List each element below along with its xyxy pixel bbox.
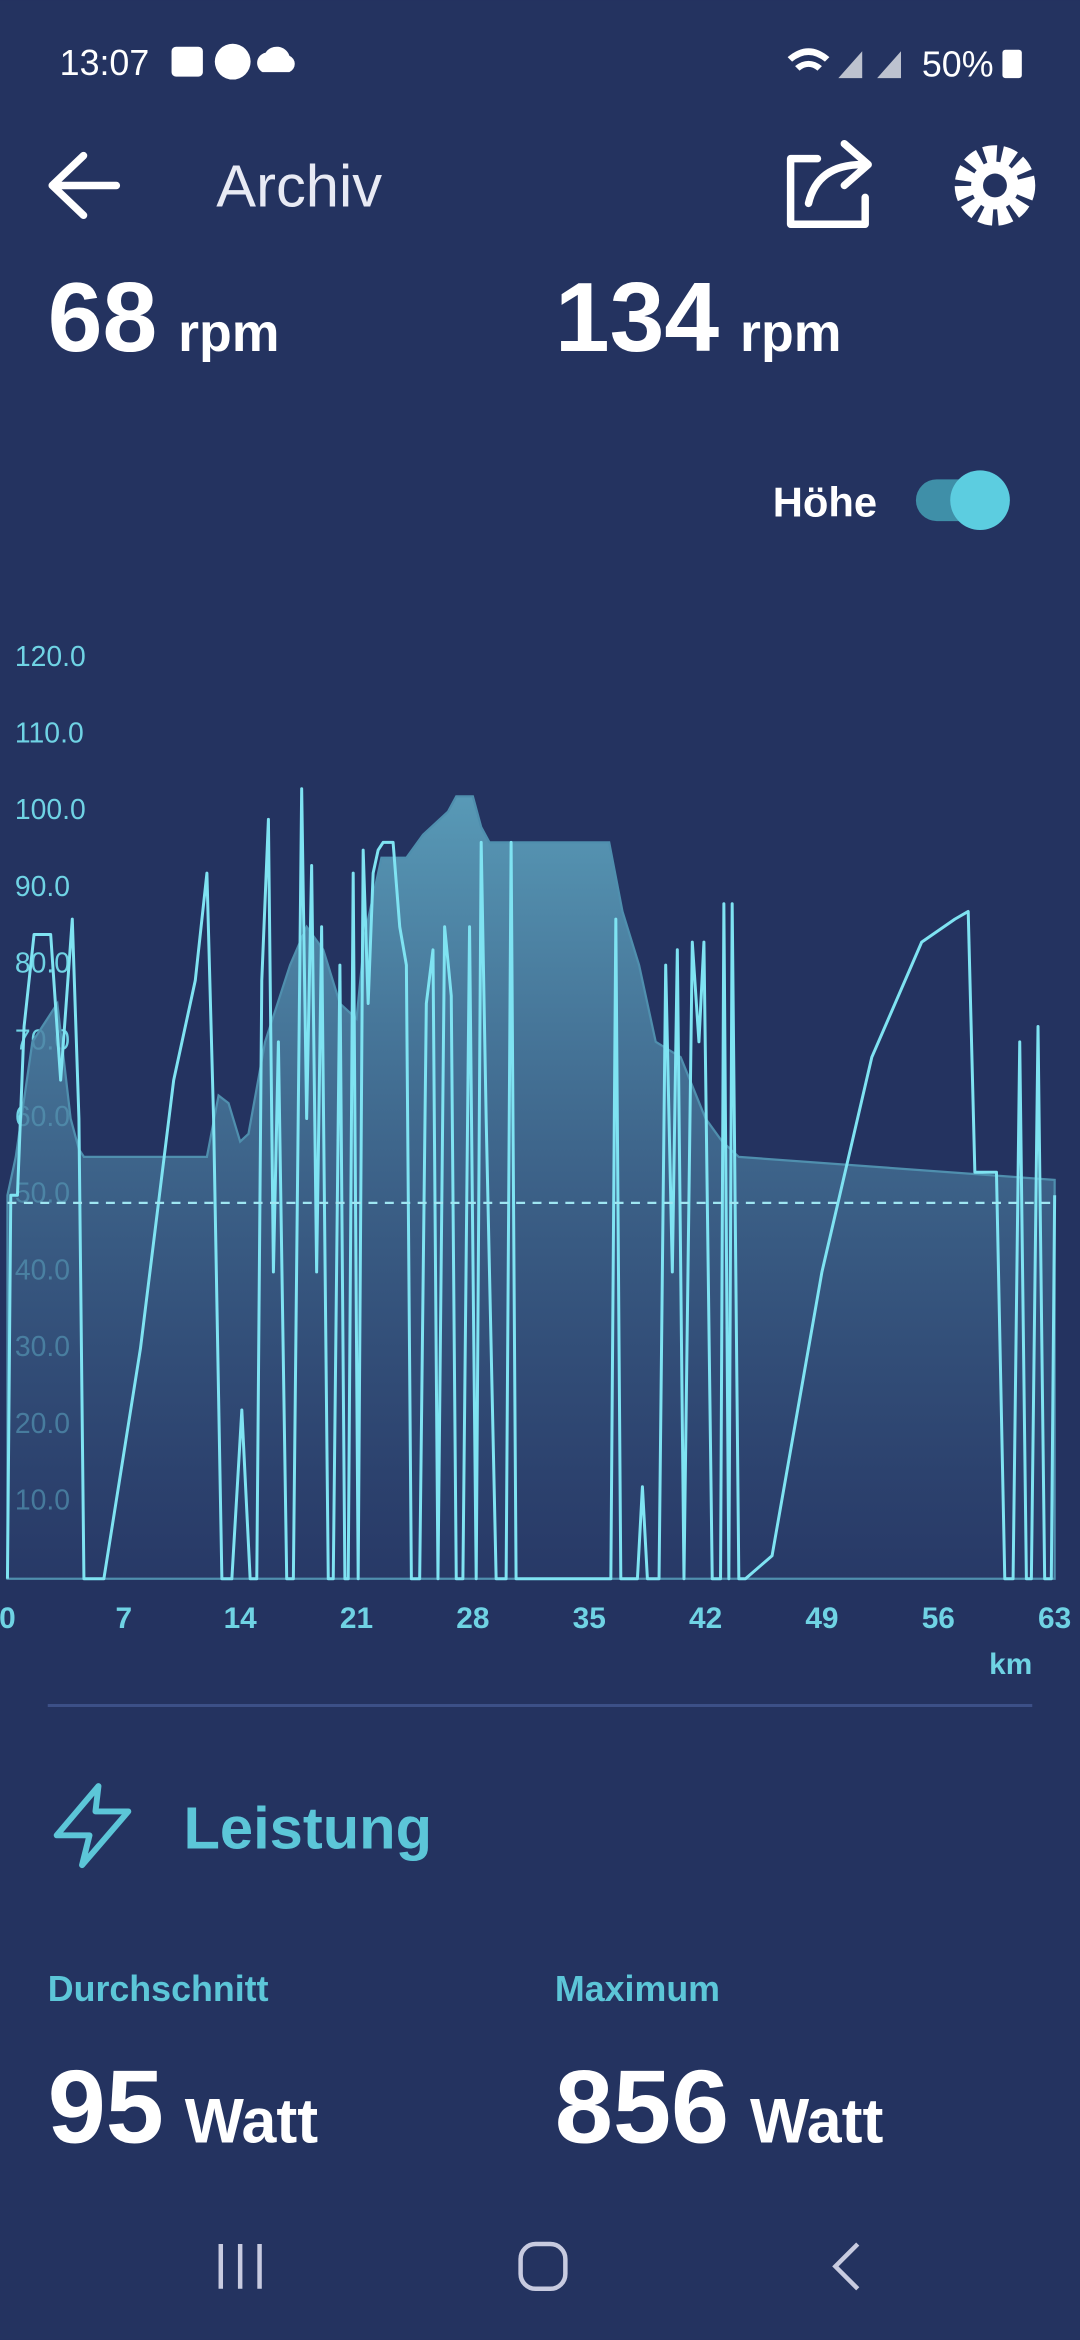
section-title: Leistung — [183, 1795, 432, 1862]
x-tick-label: 49 — [805, 1602, 838, 1635]
metric-value: 856 — [555, 2049, 729, 2166]
y-tick-label: 80.0 — [15, 948, 70, 980]
metric: 856 Watt — [555, 2049, 884, 2166]
stat: 134 rpm — [555, 262, 842, 372]
status-battery: 50% — [922, 45, 994, 85]
y-tick-label: 110.0 — [15, 718, 84, 750]
toggle-knob — [950, 470, 1010, 531]
x-tick-label: 7 — [116, 1602, 133, 1635]
x-tick-label: 21 — [340, 1602, 373, 1635]
metric: 95 Watt — [48, 2049, 319, 2166]
stat-unit: rpm — [178, 303, 279, 363]
y-tick-label: 90.0 — [15, 871, 70, 903]
x-tick-label: 14 — [224, 1602, 258, 1635]
stat-value: 68 — [48, 262, 158, 372]
metric-label: Durchschnitt — [48, 1969, 269, 2009]
x-tick-label: 28 — [456, 1602, 489, 1635]
status-icons — [171, 43, 1022, 80]
toggle-label: Höhe — [773, 479, 877, 526]
nav-back[interactable] — [832, 2242, 860, 2291]
y-tick-label: 120.0 — [15, 641, 86, 673]
metric-unit: Watt — [185, 2087, 318, 2157]
chart: 10.020.030.040.050.060.070.080.090.0100.… — [0, 641, 1071, 1681]
back-button[interactable] — [48, 151, 121, 220]
x-tick-label: 63 — [1038, 1602, 1071, 1635]
metric-value: 95 — [48, 2049, 164, 2166]
toggle[interactable] — [915, 470, 1010, 531]
metric-unit: Watt — [750, 2087, 883, 2157]
header-title: Archiv — [216, 152, 382, 219]
x-tick-label: 35 — [573, 1602, 606, 1635]
metric-label: Maximum — [555, 1969, 720, 2009]
settings-button[interactable] — [954, 145, 1036, 226]
share-button[interactable] — [786, 139, 872, 228]
power-icon — [53, 1783, 132, 1869]
y-tick-label: 100.0 — [15, 794, 86, 826]
stat-value: 134 — [555, 262, 719, 372]
x-tick-label: 42 — [689, 1602, 722, 1635]
nav-recents[interactable] — [218, 2244, 262, 2289]
x-axis-label: km — [989, 1648, 1032, 1681]
stat-unit: rpm — [740, 303, 841, 363]
stat: 68 rpm — [48, 262, 280, 372]
nav-home[interactable] — [518, 2241, 568, 2292]
status-time: 13:07 — [60, 43, 150, 83]
cadence-line — [5, 787, 1057, 1581]
x-tick-label: 0 — [0, 1602, 16, 1635]
x-tick-label: 56 — [922, 1602, 955, 1635]
